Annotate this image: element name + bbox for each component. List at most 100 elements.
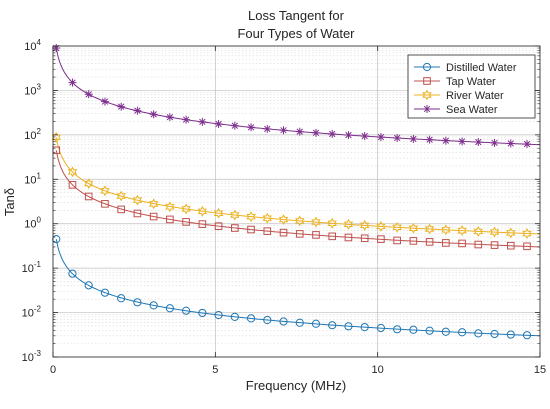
marker-stroke: [280, 127, 287, 134]
data-point: [490, 241, 499, 249]
data-point: [489, 226, 500, 238]
marker-stroke: [507, 140, 514, 147]
data-point: [214, 222, 223, 230]
data-point: [133, 298, 142, 307]
legend-label: Tap Water: [446, 76, 496, 88]
data-point: [327, 217, 337, 229]
data-point: [473, 226, 484, 237]
x-tick-labels: 0 5 10 15: [50, 364, 546, 376]
data-point: [279, 317, 288, 326]
marker-stroke: [69, 79, 76, 86]
data-point: [246, 314, 256, 323]
data-point: [51, 131, 61, 143]
data-point: [328, 321, 337, 330]
y-tick-label: 104: [24, 38, 41, 53]
data-point: [522, 228, 532, 239]
data-point: [149, 110, 158, 119]
marker-stroke: [101, 98, 109, 105]
data-point: [295, 215, 305, 227]
data-point: [165, 201, 175, 213]
legend: Distilled Water Tap Water River Water Sea W…: [407, 54, 536, 119]
y-tick-label: 10-1: [22, 260, 42, 275]
data-point: [198, 220, 207, 228]
data-point: [132, 194, 143, 206]
data-point: [231, 224, 239, 232]
data-point: [359, 219, 370, 231]
marker-stroke: [231, 122, 238, 129]
data-point: [295, 127, 304, 136]
marker-stroke: [491, 139, 498, 147]
legend-marker: [423, 105, 431, 113]
data-point: [490, 138, 499, 147]
data-point: [148, 198, 159, 210]
marker-stroke: [423, 105, 431, 113]
y-tick-label: 10-3: [22, 349, 42, 364]
data-point: [133, 106, 142, 115]
data-point: [84, 192, 93, 201]
x-tick-label: 15: [534, 364, 546, 376]
data-point: [100, 97, 109, 106]
data-point: [100, 288, 110, 297]
marker-stroke: [458, 138, 466, 145]
minor-grid: [53, 47, 540, 344]
data-point: [360, 132, 369, 141]
data-point: [377, 235, 385, 243]
legend-marker: [422, 89, 432, 101]
data-point: [197, 205, 208, 217]
y-tick-label: 103: [24, 82, 41, 97]
marker-stroke: [247, 124, 255, 131]
data-point: [279, 228, 288, 237]
data-point: [101, 200, 109, 208]
data-point: [84, 178, 94, 190]
data-point: [328, 129, 337, 138]
data-point: [149, 212, 158, 221]
data-point: [149, 301, 158, 310]
data-point: [441, 224, 451, 236]
data-point: [425, 135, 434, 144]
data-point: [262, 212, 272, 224]
data-point: [198, 117, 207, 126]
marker-stroke: [442, 137, 450, 144]
data-point: [360, 323, 369, 332]
data-point: [360, 234, 369, 243]
data-point: [230, 121, 239, 130]
data-point: [408, 222, 419, 234]
data-point: [506, 227, 516, 239]
data-point: [166, 215, 174, 224]
data-point: [116, 190, 126, 202]
series-line-0: [55, 239, 541, 337]
data-point: [246, 211, 256, 223]
data-point: [263, 227, 272, 235]
data-point: [425, 238, 434, 246]
marker-stroke: [312, 129, 320, 137]
marker-stroke: [117, 103, 125, 110]
data-point: [523, 242, 531, 251]
data-point: [182, 218, 190, 226]
data-point: [441, 136, 450, 145]
marker-stroke: [329, 130, 336, 138]
data-point: [117, 102, 126, 111]
x-axis-label: Frequency (MHz): [246, 378, 346, 393]
data-point: [165, 304, 174, 313]
data-point: [311, 128, 320, 137]
data-point: [279, 126, 288, 135]
data-point: [376, 133, 385, 142]
y-tick-label: 102: [24, 127, 41, 142]
data-point: [490, 329, 499, 339]
legend-label: Sea Water: [446, 104, 498, 116]
legend-marker: [423, 77, 431, 85]
data-point: [311, 319, 321, 328]
marker-stroke: [264, 125, 271, 133]
data-point: [457, 328, 467, 337]
data-point: [506, 330, 515, 339]
data-point: [506, 241, 515, 250]
plot-border: [52, 45, 541, 358]
marker-stroke: [215, 120, 222, 128]
data-point: [213, 207, 224, 219]
data-point: [295, 318, 304, 327]
data-point: [68, 78, 77, 87]
data-point: [181, 203, 191, 215]
legend-items: Distilled Water Tap Water River Water Sea W…: [414, 62, 517, 116]
data-point: [311, 216, 321, 228]
data-point: [458, 239, 466, 248]
